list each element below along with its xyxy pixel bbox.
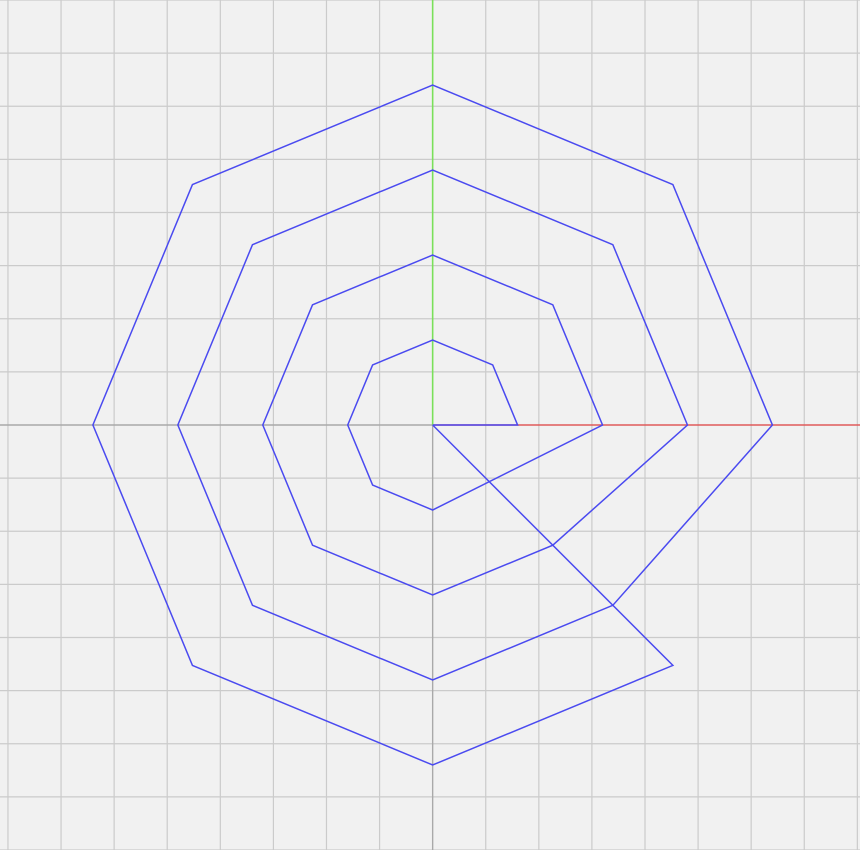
series-layer <box>92 84 774 766</box>
spiral-path <box>92 84 774 766</box>
